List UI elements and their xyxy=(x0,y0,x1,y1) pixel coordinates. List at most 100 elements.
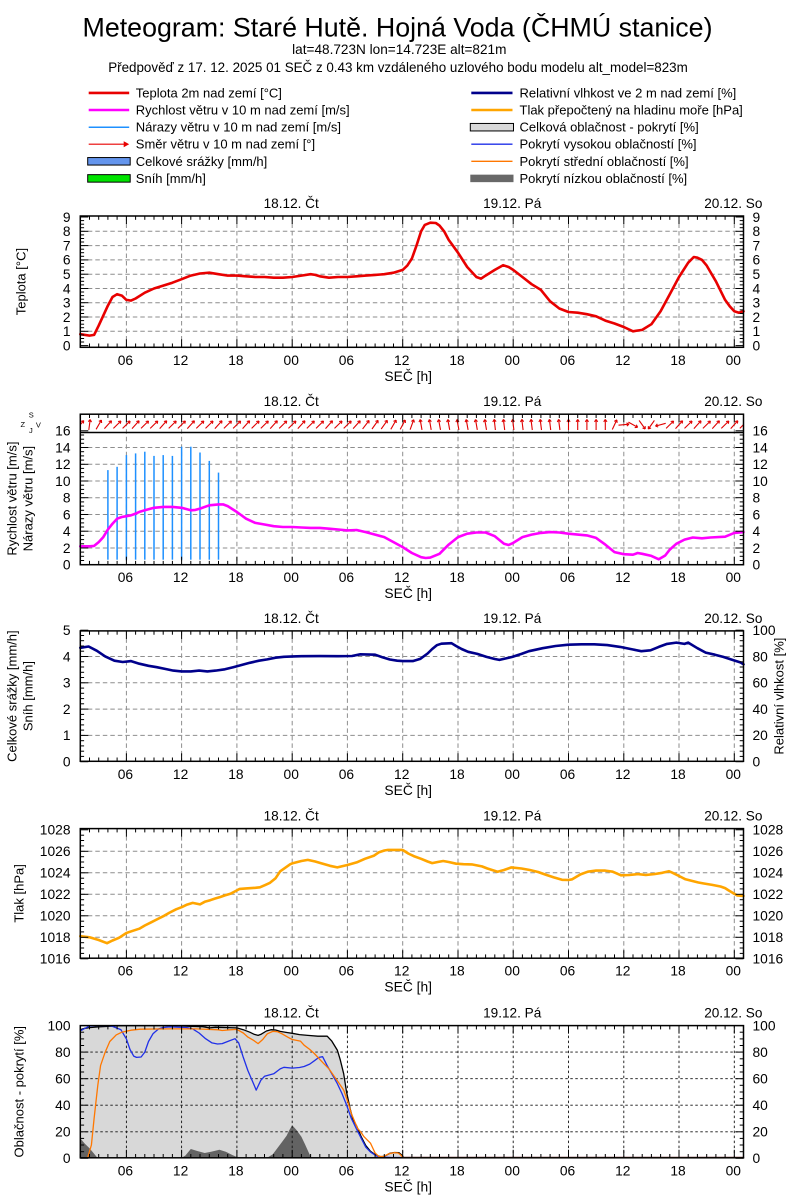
svg-text:18: 18 xyxy=(228,767,244,782)
svg-text:12: 12 xyxy=(55,457,70,472)
svg-text:00: 00 xyxy=(726,964,742,979)
svg-text:14: 14 xyxy=(753,440,769,455)
svg-text:Tlak přepočtený na hladinu moř: Tlak přepočtený na hladinu moře [hPa] xyxy=(520,103,743,118)
svg-text:18.12. Čt: 18.12. Čt xyxy=(264,611,319,626)
svg-text:5: 5 xyxy=(753,267,761,282)
svg-text:06: 06 xyxy=(118,1163,134,1178)
svg-text:00: 00 xyxy=(726,570,742,585)
svg-text:1024: 1024 xyxy=(40,866,71,881)
svg-text:60: 60 xyxy=(753,1072,769,1087)
svg-text:1018: 1018 xyxy=(753,930,784,945)
svg-text:0: 0 xyxy=(63,558,71,573)
svg-text:1: 1 xyxy=(63,324,71,339)
svg-text:00: 00 xyxy=(505,1163,521,1178)
svg-text:06: 06 xyxy=(560,570,576,585)
svg-text:40: 40 xyxy=(753,702,769,717)
svg-text:1022: 1022 xyxy=(753,887,784,902)
svg-text:12: 12 xyxy=(615,570,630,585)
svg-text:19.12. Pá: 19.12. Pá xyxy=(483,1006,542,1021)
svg-text:18: 18 xyxy=(449,964,465,979)
svg-text:18: 18 xyxy=(449,767,465,782)
svg-text:12: 12 xyxy=(173,1163,188,1178)
svg-text:06: 06 xyxy=(560,1163,576,1178)
svg-text:Celková oblačnost - pokrytí [%: Celková oblačnost - pokrytí [%] xyxy=(520,120,699,135)
svg-text:18.12. Čt: 18.12. Čt xyxy=(264,1006,319,1021)
svg-text:Tlak [hPa]: Tlak [hPa] xyxy=(11,864,26,923)
svg-text:Celkové srážky [mm/h]: Celkové srážky [mm/h] xyxy=(136,154,267,169)
svg-text:00: 00 xyxy=(726,1163,742,1178)
svg-text:Relativní vlhkost ve 2 m nad z: Relativní vlhkost ve 2 m nad zemí [%] xyxy=(520,85,737,100)
svg-text:1026: 1026 xyxy=(40,844,71,859)
svg-text:J: J xyxy=(29,426,33,435)
svg-text:06: 06 xyxy=(560,767,576,782)
svg-text:Z: Z xyxy=(21,420,26,429)
svg-text:2: 2 xyxy=(753,310,761,325)
svg-text:6: 6 xyxy=(63,253,71,268)
svg-text:3: 3 xyxy=(63,676,71,691)
svg-text:10: 10 xyxy=(55,474,71,489)
svg-text:3: 3 xyxy=(63,296,71,311)
svg-text:00: 00 xyxy=(284,767,300,782)
svg-text:00: 00 xyxy=(505,570,521,585)
svg-text:0: 0 xyxy=(63,755,71,770)
svg-text:18: 18 xyxy=(670,1163,686,1178)
svg-text:V: V xyxy=(36,420,41,429)
svg-text:7: 7 xyxy=(63,238,71,253)
svg-text:8: 8 xyxy=(63,491,71,506)
svg-text:12: 12 xyxy=(173,767,188,782)
svg-text:Pokrytí vysokou oblačností [%]: Pokrytí vysokou oblačností [%] xyxy=(520,137,697,152)
svg-text:Teplota [°C]: Teplota [°C] xyxy=(13,248,28,315)
svg-text:12: 12 xyxy=(615,353,630,368)
svg-text:6: 6 xyxy=(753,253,761,268)
svg-text:1020: 1020 xyxy=(753,909,784,924)
svg-text:Rychlost větru [m/s]: Rychlost větru [m/s] xyxy=(5,442,20,556)
svg-text:Rychlost větru v 10 m nad zemí: Rychlost větru v 10 m nad zemí [m/s] xyxy=(136,103,350,118)
svg-text:20.12. So: 20.12. So xyxy=(704,1006,762,1021)
svg-text:06: 06 xyxy=(339,353,355,368)
svg-text:1016: 1016 xyxy=(40,952,71,967)
svg-text:18: 18 xyxy=(449,1163,465,1178)
svg-text:SEČ [h]: SEČ [h] xyxy=(384,368,432,384)
svg-text:06: 06 xyxy=(339,570,355,585)
svg-text:60: 60 xyxy=(55,1072,71,1087)
svg-text:5: 5 xyxy=(63,623,71,638)
svg-text:14: 14 xyxy=(55,440,71,455)
svg-text:06: 06 xyxy=(339,1163,355,1178)
svg-text:0: 0 xyxy=(753,1151,761,1166)
svg-text:18.12. Čt: 18.12. Čt xyxy=(264,196,319,211)
svg-text:0: 0 xyxy=(63,1151,71,1166)
svg-text:4: 4 xyxy=(63,281,71,296)
svg-text:4: 4 xyxy=(63,649,71,664)
svg-text:19.12. Pá: 19.12. Pá xyxy=(483,611,542,626)
svg-text:1028: 1028 xyxy=(40,823,71,838)
svg-text:2: 2 xyxy=(63,310,71,325)
svg-text:00: 00 xyxy=(284,964,300,979)
svg-text:0: 0 xyxy=(753,558,761,573)
svg-text:SEČ [h]: SEČ [h] xyxy=(384,585,432,601)
svg-text:40: 40 xyxy=(753,1098,769,1113)
svg-text:4: 4 xyxy=(753,524,761,539)
svg-text:00: 00 xyxy=(726,767,742,782)
svg-text:10: 10 xyxy=(753,474,769,489)
svg-text:Nárazy větru v 10 m nad zemí [: Nárazy větru v 10 m nad zemí [m/s] xyxy=(136,120,341,135)
svg-text:8: 8 xyxy=(63,224,71,239)
svg-text:00: 00 xyxy=(284,1163,300,1178)
svg-text:1: 1 xyxy=(753,324,761,339)
svg-text:Předpověď z 17. 12. 2025 01 SE: Předpověď z 17. 12. 2025 01 SEČ z 0.43 k… xyxy=(108,60,688,75)
svg-text:18: 18 xyxy=(670,353,686,368)
svg-text:18.12. Čt: 18.12. Čt xyxy=(264,809,319,824)
svg-text:Relativní vlhkost [%]: Relativní vlhkost [%] xyxy=(771,638,786,755)
svg-text:19.12. Pá: 19.12. Pá xyxy=(483,809,542,824)
svg-text:06: 06 xyxy=(560,353,576,368)
svg-text:3: 3 xyxy=(753,296,761,311)
svg-text:19.12. Pá: 19.12. Pá xyxy=(483,196,542,211)
svg-text:80: 80 xyxy=(55,1045,71,1060)
svg-text:12: 12 xyxy=(173,353,188,368)
svg-text:2: 2 xyxy=(63,541,71,556)
svg-text:18: 18 xyxy=(228,964,244,979)
svg-text:5: 5 xyxy=(63,267,71,282)
svg-text:06: 06 xyxy=(118,767,134,782)
svg-text:2: 2 xyxy=(63,702,71,717)
svg-text:20: 20 xyxy=(753,1125,769,1140)
svg-text:20.12. So: 20.12. So xyxy=(704,196,762,211)
